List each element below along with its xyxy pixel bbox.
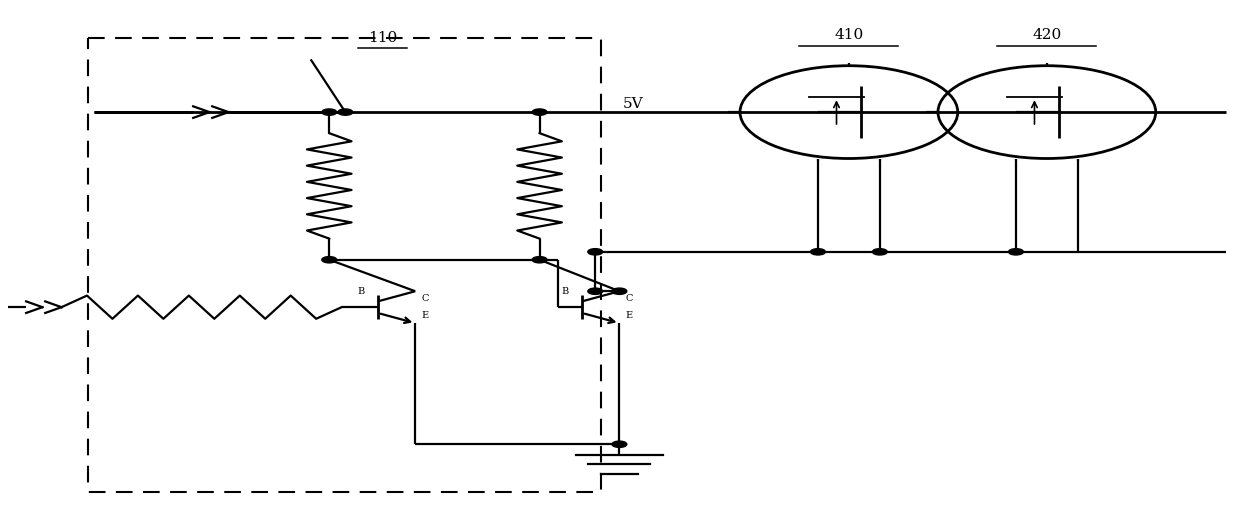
Circle shape — [588, 249, 603, 255]
Text: B: B — [357, 287, 365, 296]
Circle shape — [613, 441, 626, 447]
Text: 110: 110 — [368, 31, 397, 45]
Circle shape — [613, 288, 626, 294]
Circle shape — [339, 109, 352, 115]
Circle shape — [532, 109, 547, 115]
Circle shape — [1008, 249, 1023, 255]
Text: C: C — [422, 294, 429, 303]
Text: B: B — [562, 287, 569, 296]
Text: 410: 410 — [835, 28, 863, 42]
Circle shape — [873, 249, 888, 255]
Circle shape — [588, 288, 603, 294]
Circle shape — [811, 249, 826, 255]
Circle shape — [322, 109, 337, 115]
Circle shape — [532, 257, 547, 263]
Text: C: C — [625, 294, 632, 303]
Text: 5V: 5V — [622, 97, 644, 111]
Circle shape — [322, 257, 337, 263]
Text: E: E — [625, 311, 632, 320]
Text: E: E — [422, 311, 429, 320]
Text: 420: 420 — [1032, 28, 1061, 42]
